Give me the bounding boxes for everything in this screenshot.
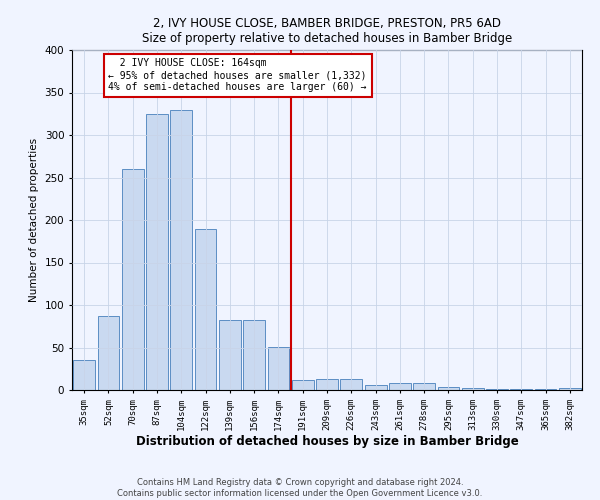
Bar xyxy=(559,388,581,390)
Bar xyxy=(73,360,95,390)
Bar xyxy=(146,114,168,390)
Bar xyxy=(511,389,532,390)
Bar xyxy=(340,379,362,390)
Bar xyxy=(292,380,314,390)
Bar xyxy=(365,385,386,390)
Bar xyxy=(194,228,217,390)
Bar xyxy=(268,346,289,390)
Bar xyxy=(535,389,556,390)
Bar xyxy=(97,316,119,390)
Text: 2 IVY HOUSE CLOSE: 164sqm
← 95% of detached houses are smaller (1,332)
4% of sem: 2 IVY HOUSE CLOSE: 164sqm ← 95% of detac… xyxy=(109,58,367,92)
Bar xyxy=(122,169,143,390)
Bar xyxy=(219,320,241,390)
Text: Contains HM Land Registry data © Crown copyright and database right 2024.
Contai: Contains HM Land Registry data © Crown c… xyxy=(118,478,482,498)
Y-axis label: Number of detached properties: Number of detached properties xyxy=(29,138,39,302)
Bar xyxy=(316,379,338,390)
Title: 2, IVY HOUSE CLOSE, BAMBER BRIDGE, PRESTON, PR5 6AD
Size of property relative to: 2, IVY HOUSE CLOSE, BAMBER BRIDGE, PREST… xyxy=(142,16,512,44)
Bar xyxy=(170,110,192,390)
X-axis label: Distribution of detached houses by size in Bamber Bridge: Distribution of detached houses by size … xyxy=(136,436,518,448)
Bar xyxy=(437,386,460,390)
Bar xyxy=(243,320,265,390)
Bar xyxy=(389,383,411,390)
Bar xyxy=(486,389,508,390)
Bar xyxy=(462,388,484,390)
Bar xyxy=(413,383,435,390)
